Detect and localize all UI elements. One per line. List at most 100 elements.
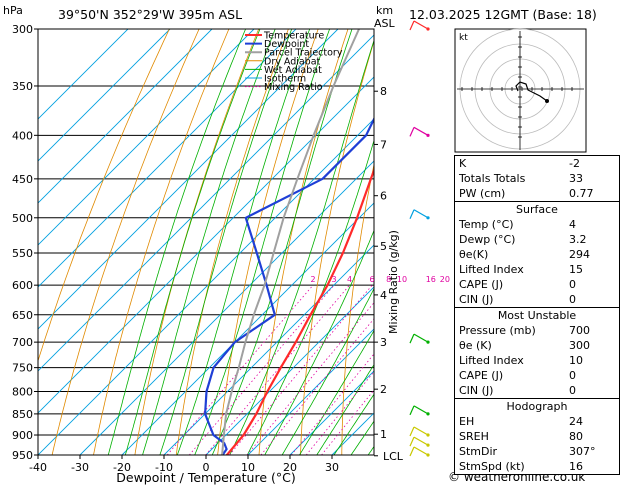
index-value: 3.2 (569, 233, 587, 246)
mixing-ratio-line (305, 371, 374, 455)
hodograph-title: Hodograph (506, 400, 568, 413)
index-row: EH 24 (455, 414, 619, 429)
wind-barb-station (426, 340, 430, 344)
pressure-tick-label: 650 (12, 309, 33, 322)
wind-barb-flag (409, 426, 415, 437)
wind-barb-flag (409, 20, 415, 31)
isotherm-line (38, 29, 129, 120)
km-tick-label: LCL (383, 450, 404, 463)
index-row: θe (K) 300 (455, 338, 619, 353)
series-parcel-trajectory (221, 29, 360, 455)
pressure-tick-label: 700 (12, 336, 33, 349)
index-row: Lifted Index 15 (455, 262, 619, 277)
x-tick-label: 10 (241, 461, 255, 474)
index-value: 0 (569, 369, 576, 382)
mixing-ratio-label: 6 (370, 275, 375, 284)
mixing-ratio-label: 20 (440, 275, 450, 284)
index-key: StmSpd (kt) (459, 460, 525, 473)
x-tick-label: -10 (155, 461, 173, 474)
isotherm-line (247, 328, 374, 455)
wind-barb (413, 209, 429, 219)
km-tick-label: 8 (380, 85, 387, 98)
dry-adiabat-line (134, 29, 260, 455)
wind-barb-station (426, 412, 430, 416)
mixing-ratio-label: 10 (397, 275, 407, 284)
hodograph-block: Hodograph EH 24 SREH 80 StmDir 307° StmSpd (kt… (454, 399, 620, 475)
index-row: SREH 80 (455, 429, 619, 444)
index-row: CAPE (J) 0 (455, 368, 619, 383)
wind-barb (413, 405, 429, 415)
pressure-tick-label: 950 (12, 449, 33, 462)
wind-barb (413, 436, 429, 446)
index-key: PW (cm) (459, 187, 506, 200)
wet-adiabat-line (333, 393, 374, 455)
location-label: 39°50'N 352°29'W 395m ASL (58, 7, 242, 22)
wind-barb (413, 333, 429, 343)
wind-barb-flag (409, 333, 415, 344)
wet-adiabat-line (107, 29, 246, 455)
index-row: CIN (J) 0 (455, 292, 619, 307)
index-key: StmDir (459, 445, 498, 458)
index-row: StmDir 307° (455, 444, 619, 459)
index-key: Lifted Index (459, 263, 524, 276)
index-value: 0 (569, 384, 576, 397)
index-row: PW (cm) 0.77 (455, 186, 619, 201)
asl-label: ASL (374, 17, 396, 30)
pressure-tick-label: 800 (12, 386, 33, 399)
surface-block: Surface Temp (°C) 4 Dewp (°C) 3.2 θe(K) 294 Li… (454, 202, 620, 308)
wet-adiabat-line (142, 29, 276, 455)
pressure-tick-label: 850 (12, 408, 33, 421)
pressure-tick-label: 450 (12, 173, 33, 186)
legend-label: Dewpoint (264, 39, 309, 50)
wind-barb (413, 126, 429, 136)
mixing-ratio-line (260, 318, 374, 455)
index-key: θe (K) (459, 339, 492, 352)
hpa-label: hPa (3, 4, 23, 17)
index-block: K -2 Totals Totals 33 PW (cm) 0.77 (454, 155, 620, 202)
legend-label: Isotherm (264, 74, 306, 85)
index-row: Dewp (°C) 3.2 (455, 232, 619, 247)
pressure-tick-label: 300 (12, 23, 33, 36)
km-tick-label: 5 (380, 240, 387, 253)
mixing-ratio-line (229, 284, 373, 455)
index-key: EH (459, 415, 475, 428)
wind-barb-station (426, 443, 430, 447)
dry-adiabat-line (258, 29, 349, 455)
index-value: 300 (569, 339, 590, 352)
x-tick-label: 0 (203, 461, 210, 474)
wind-barb-station (426, 133, 430, 137)
wind-barb-flag (409, 405, 415, 416)
wind-barb-flag (409, 436, 415, 447)
index-key: CAPE (J) (459, 369, 504, 382)
legend-label: Temperature (263, 31, 324, 42)
index-key: Lifted Index (459, 354, 524, 367)
index-key: Temp (°C) (459, 218, 514, 231)
hodograph-kt-label: kt (459, 33, 468, 43)
km-tick-label: 3 (380, 336, 387, 349)
wind-barb (413, 446, 429, 456)
index-row: Totals Totals 33 (455, 171, 619, 186)
index-value: 0 (569, 293, 576, 306)
isotherm-line (38, 76, 374, 414)
wet-adiabat-line (159, 29, 293, 455)
mixing-ratio-label: 2 (310, 275, 315, 284)
km-tick-label: 4 (380, 289, 387, 302)
surface-title: Surface (516, 203, 558, 216)
index-row: Pressure (mb) 700 (455, 323, 619, 338)
pressure-tick-label: 900 (12, 429, 33, 442)
dry-adiabat-line (217, 29, 319, 455)
wet-adiabat-line (316, 363, 374, 455)
wet-adiabat-line (281, 287, 374, 455)
index-row: K -2 (455, 156, 619, 171)
dry-adiabat-line (300, 39, 374, 455)
index-value: 294 (569, 248, 590, 261)
km-tick-label: 7 (380, 138, 387, 151)
mixing-ratio-label: 16 (426, 275, 436, 284)
index-value: 15 (569, 263, 583, 276)
most-unstable-title: Most Unstable (497, 309, 577, 322)
pressure-tick-label: 500 (12, 212, 33, 225)
km-tick-label: 1 (380, 428, 387, 441)
km-tick-label: 6 (380, 190, 387, 203)
index-value: 307° (569, 445, 596, 458)
isotherm-line (38, 29, 171, 162)
